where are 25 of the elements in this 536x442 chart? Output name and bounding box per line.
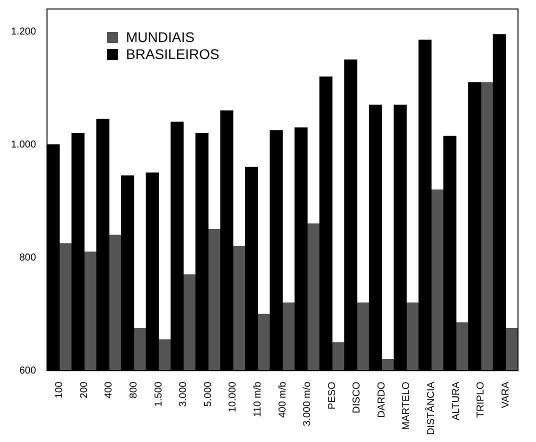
- x-tick-label: 100: [54, 381, 66, 398]
- x-tick-label: 1.500: [153, 381, 164, 407]
- legend-label: BRASILEIROS: [126, 46, 220, 63]
- y-tick-label: 800: [19, 252, 36, 264]
- x-tick-label: 3.000 m/o: [302, 381, 314, 426]
- x-tick-label: PESO: [326, 381, 338, 410]
- x-tick-label: DISCO: [352, 381, 363, 414]
- legend-label: MUNDIAIS: [126, 29, 194, 46]
- x-tick-label: 3.000: [178, 381, 190, 407]
- y-tick-label: 1.200: [10, 26, 36, 38]
- x-tick-label: 10.000: [228, 381, 239, 412]
- x-tick-label: 400: [104, 381, 115, 398]
- x-tick-label: DARDO: [376, 381, 388, 418]
- x-tick-label: 5.000: [202, 381, 214, 407]
- x-tick-label: TRIPLO: [476, 381, 487, 418]
- x-tick-label: 800: [128, 381, 140, 398]
- x-tick-label: DISTÂNCIA: [424, 381, 437, 436]
- y-tick-label: 1.000: [10, 139, 36, 150]
- x-tick-label: VARA: [500, 381, 512, 408]
- x-tick-label: 110 m/b: [252, 381, 264, 418]
- x-tick-label: ALTURA: [450, 381, 462, 420]
- x-tick-label: MARTELO: [401, 381, 412, 430]
- y-tick-label: 600: [19, 365, 36, 376]
- x-tick-label: 200: [78, 381, 90, 398]
- x-tick-label: 400 m/b: [277, 381, 288, 418]
